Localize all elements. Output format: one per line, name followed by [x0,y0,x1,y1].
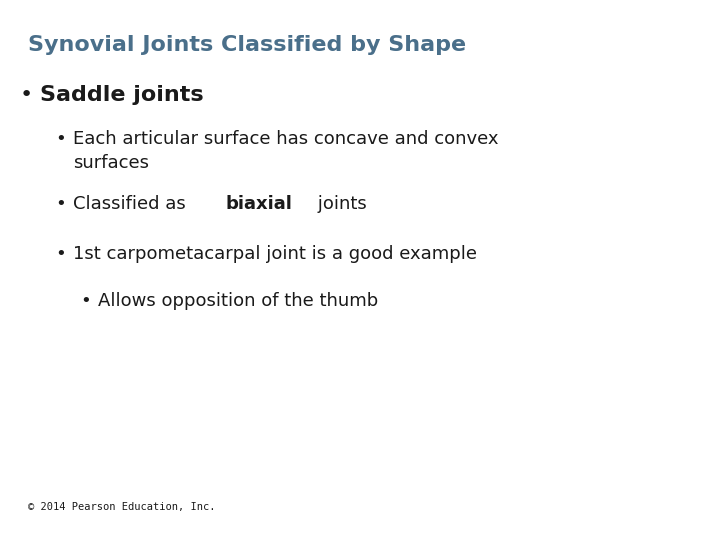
Text: Synovial Joints Classified by Shape: Synovial Joints Classified by Shape [28,35,466,55]
Text: •: • [20,85,33,105]
Text: Allows opposition of the thumb: Allows opposition of the thumb [98,292,378,310]
Text: biaxial: biaxial [226,195,293,213]
Text: •: • [55,130,66,148]
Text: joints: joints [312,195,367,213]
Text: •: • [55,195,66,213]
Text: •: • [55,245,66,263]
Text: Each articular surface has concave and convex
surfaces: Each articular surface has concave and c… [73,130,498,172]
Text: •: • [80,292,91,310]
Text: Saddle joints: Saddle joints [40,85,204,105]
Text: © 2014 Pearson Education, Inc.: © 2014 Pearson Education, Inc. [28,502,215,512]
Text: Classified as: Classified as [73,195,192,213]
Text: 1st carpometacarpal joint is a good example: 1st carpometacarpal joint is a good exam… [73,245,477,263]
